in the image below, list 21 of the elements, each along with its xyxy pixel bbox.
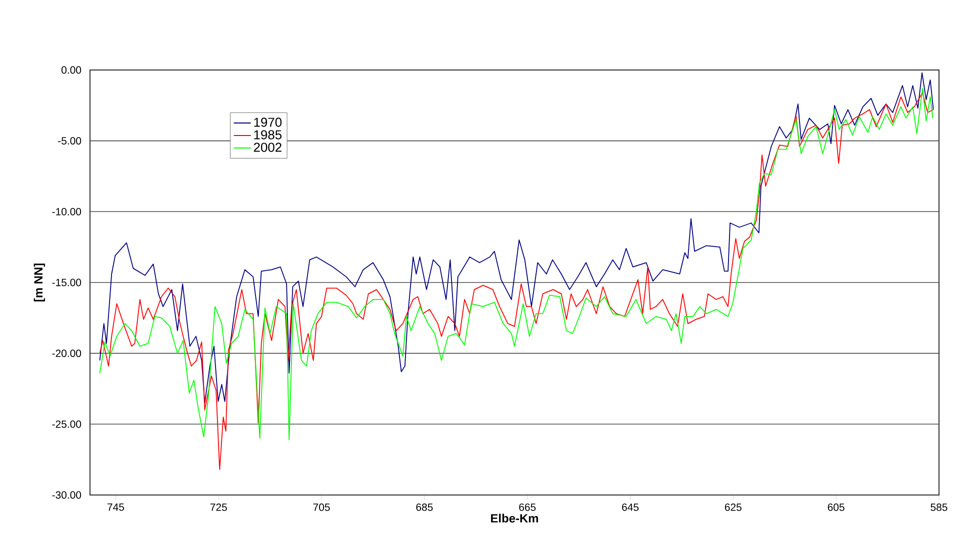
- y-tick-label: -30.00: [52, 491, 82, 499]
- y-tick-label: -20.00: [52, 350, 82, 358]
- y-tick-label: 0.00: [62, 66, 82, 74]
- y-tick-label: -15.00: [52, 278, 82, 286]
- y-axis-title: [m NN]: [34, 264, 45, 302]
- y-tick-label: -5.00: [58, 137, 82, 145]
- legend-label: 2002: [254, 142, 282, 152]
- x-tick-label: 725: [210, 504, 227, 511]
- legend-label: 1985: [254, 130, 282, 140]
- x-tick-label: 705: [313, 504, 330, 511]
- x-tick-label: 645: [622, 504, 639, 511]
- x-tick-label: 665: [519, 504, 536, 511]
- x-tick-label: 685: [416, 504, 433, 511]
- legend-label: 1970: [254, 118, 282, 127]
- y-tick-label: -10.00: [52, 208, 82, 216]
- x-tick-label: 625: [724, 504, 742, 511]
- x-tick-label: 605: [828, 504, 844, 511]
- y-tick-label: -25.00: [52, 420, 82, 428]
- x-tick-label: 745: [108, 504, 124, 511]
- x-axis-title: Elbe-Km: [491, 514, 538, 523]
- x-tick-label: 585: [930, 504, 948, 511]
